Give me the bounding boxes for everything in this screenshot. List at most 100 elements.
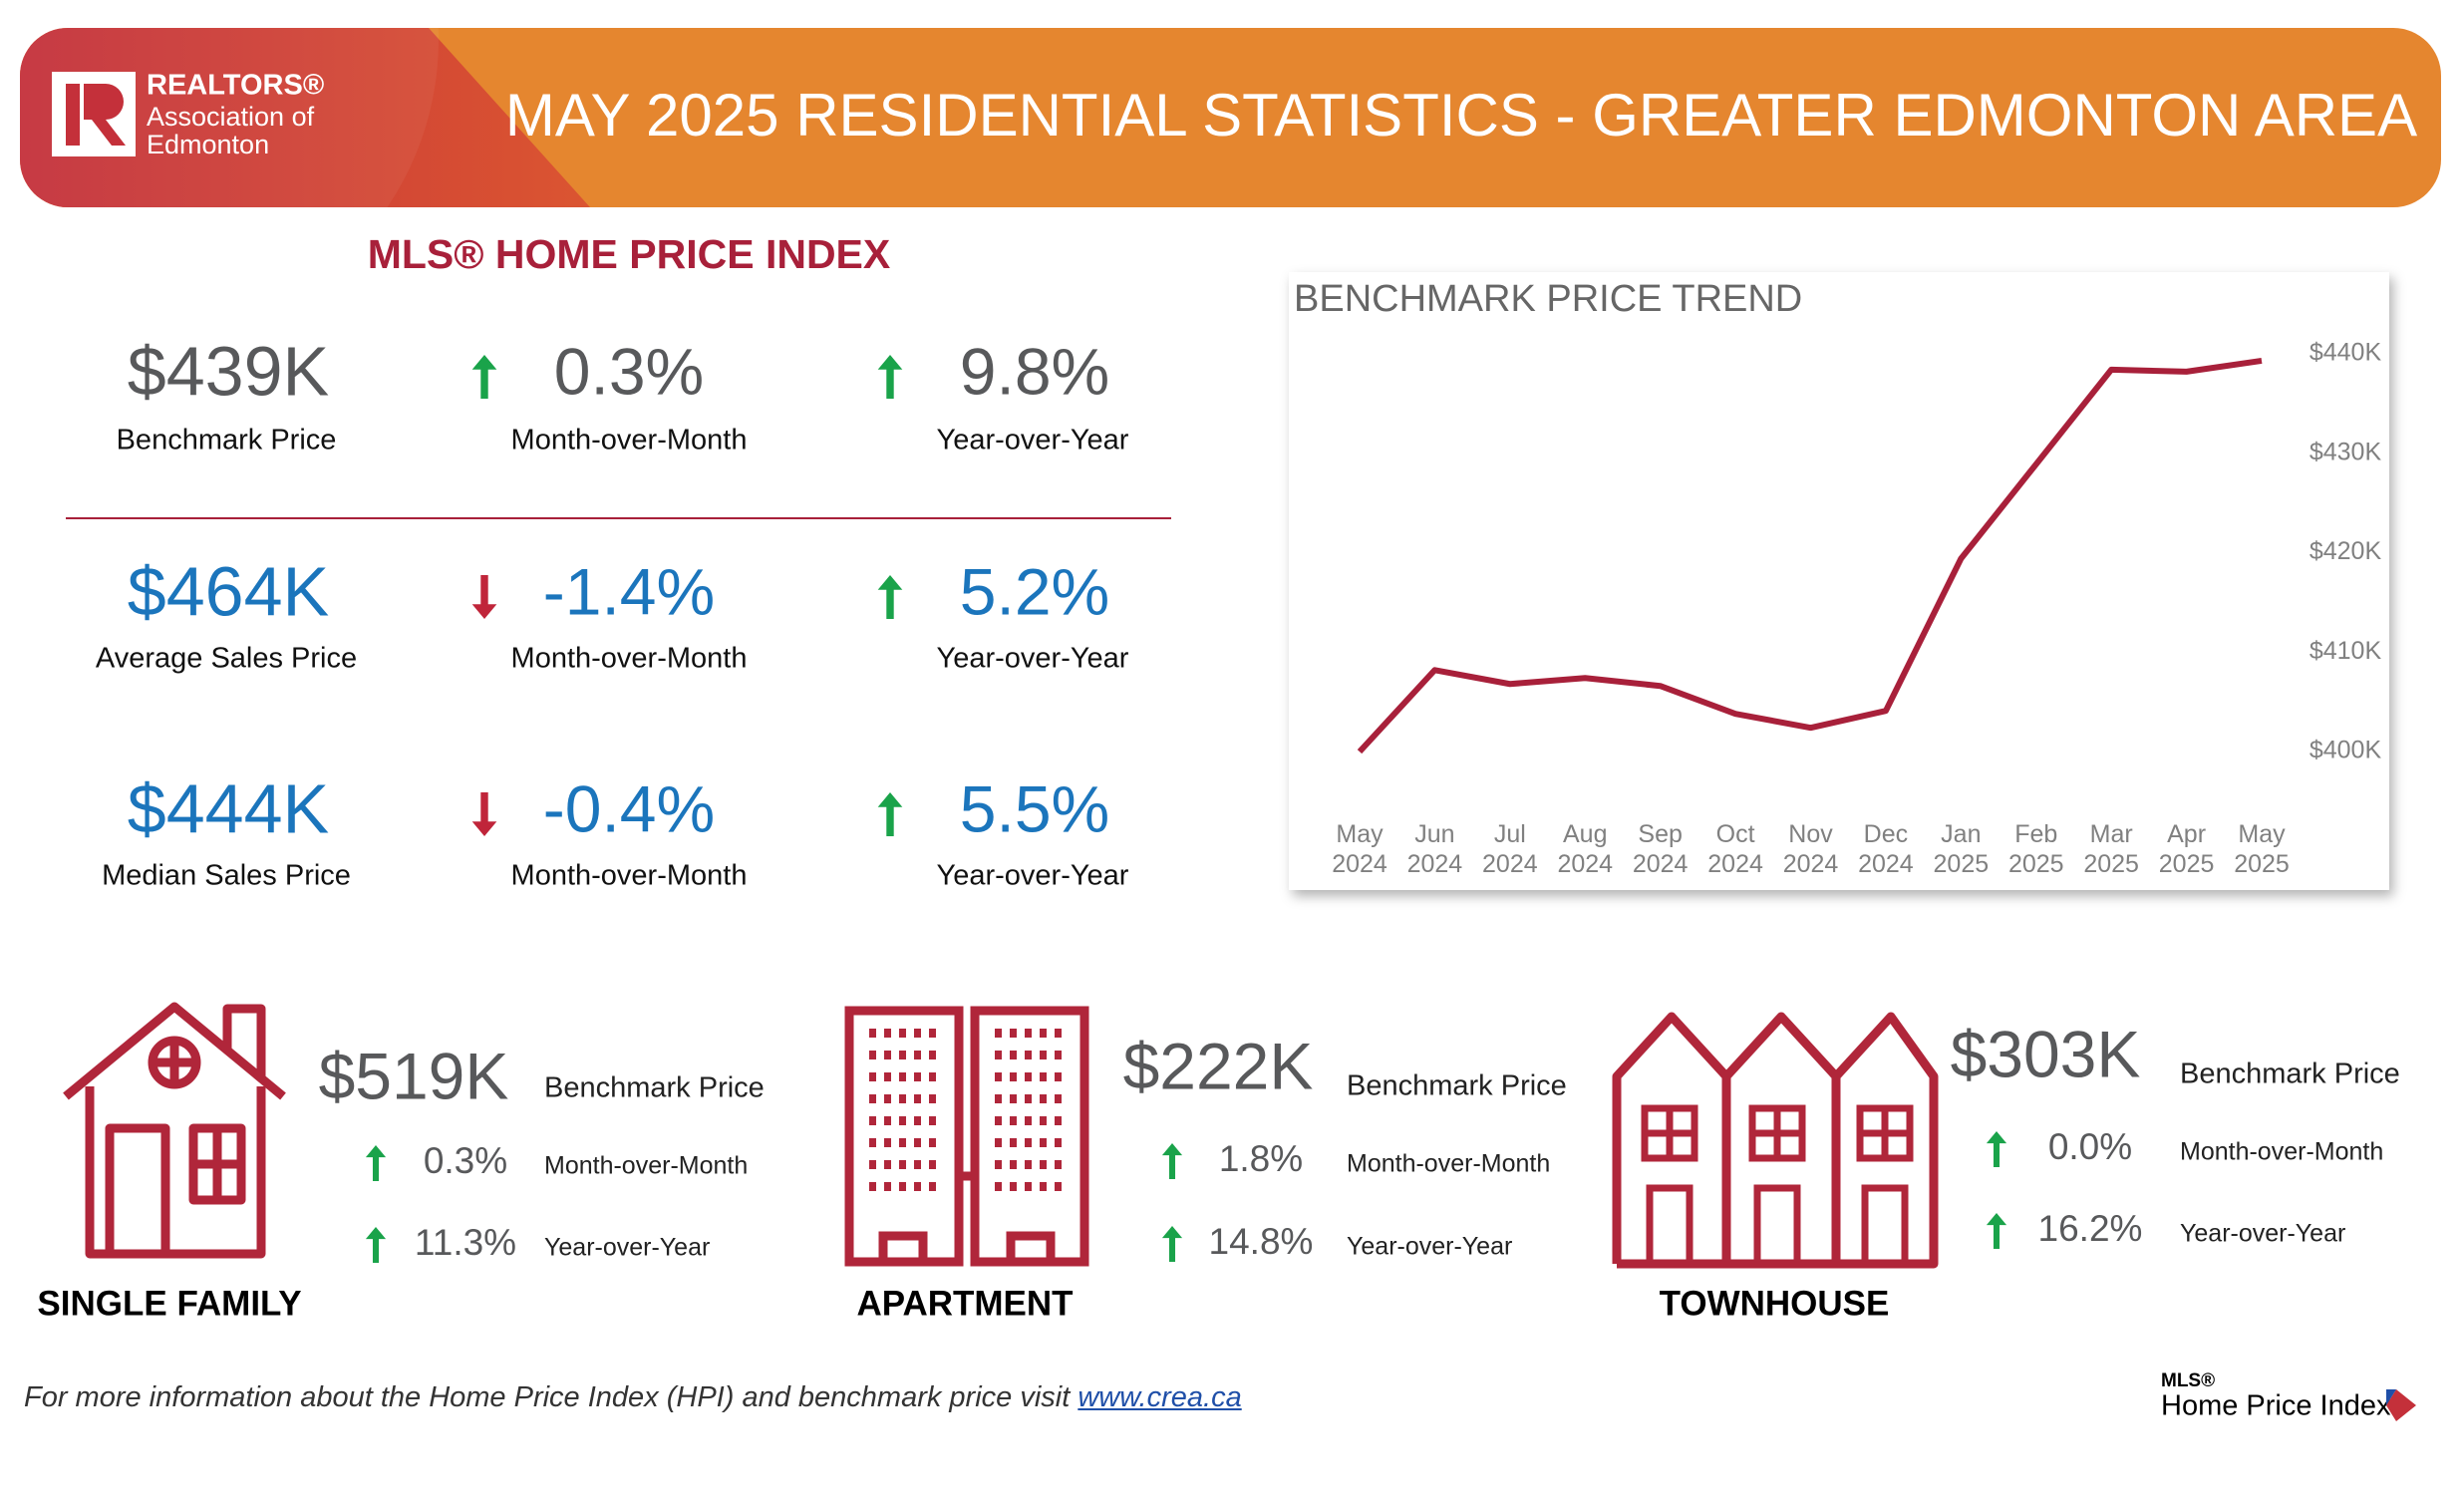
- window-dot: [884, 1182, 891, 1191]
- window-dot: [914, 1182, 921, 1191]
- x-tick-label: Sep 2024: [1632, 820, 1689, 878]
- window-dot: [929, 1138, 936, 1147]
- window-dot: [1040, 1160, 1047, 1169]
- window-dot: [869, 1182, 876, 1191]
- window-dot: [995, 1029, 1002, 1038]
- org-name: Edmonton: [147, 130, 269, 159]
- type-change: 0.0%: [2048, 1126, 2132, 1167]
- window-dot: [995, 1072, 1002, 1081]
- stat-change: 9.8%: [960, 334, 1109, 408]
- chart-card: [1289, 272, 2389, 890]
- up-arrow: [877, 792, 903, 836]
- x-tick-label: Nov 2024: [1782, 820, 1839, 878]
- type-label: Benchmark Price: [544, 1072, 765, 1104]
- up-arrow: [1986, 1213, 2007, 1249]
- door: [1861, 1184, 1909, 1268]
- window-dot: [1040, 1182, 1047, 1191]
- townhouse-windows: [1641, 1104, 1914, 1268]
- window-dot: [929, 1160, 936, 1169]
- window-dot: [995, 1182, 1002, 1191]
- stat-change: 0.3%: [554, 334, 704, 408]
- down-arrow: [471, 792, 497, 836]
- window-dot: [1040, 1116, 1047, 1125]
- y-tick-label: $430K: [2310, 438, 2382, 465]
- stat-label: Month-over-Month: [511, 425, 748, 456]
- header-bar: [20, 28, 2441, 207]
- door: [1646, 1184, 1694, 1268]
- apartment-windows: [869, 1029, 1062, 1191]
- window-dot: [914, 1138, 921, 1147]
- x-tick-label: Aug 2024: [1557, 820, 1614, 878]
- footer-logo-mark: [2386, 1389, 2396, 1405]
- stat-change: -0.4%: [543, 771, 715, 845]
- window-dot: [884, 1029, 891, 1038]
- window-dot: [869, 1094, 876, 1103]
- page-title: MAY 2025 RESIDENTIAL STATISTICS - GREATE…: [505, 82, 2417, 149]
- window-dot: [899, 1182, 906, 1191]
- window-dot: [1055, 1029, 1062, 1038]
- type-name: SINGLE FAMILY: [37, 1284, 301, 1323]
- stat-label: Average Sales Price: [96, 643, 357, 675]
- window-dot: [1025, 1138, 1032, 1147]
- window-dot: [1010, 1072, 1017, 1081]
- window-dot: [914, 1160, 921, 1169]
- stat-value: $444K: [128, 769, 329, 847]
- window-dot: [899, 1094, 906, 1103]
- up-arrow: [1161, 1226, 1183, 1262]
- footer-text: For more information about the Home Pric…: [24, 1381, 1078, 1413]
- window-dot: [1010, 1094, 1017, 1103]
- type-change: 11.3%: [415, 1222, 516, 1263]
- window-dot: [914, 1094, 921, 1103]
- window-dot: [929, 1029, 936, 1038]
- window-dot: [899, 1072, 906, 1081]
- stat-label: Month-over-Month: [511, 643, 748, 675]
- footer-logo: MLS®: [2161, 1370, 2215, 1391]
- window-dot: [884, 1094, 891, 1103]
- window-dot: [869, 1051, 876, 1059]
- type-name: TOWNHOUSE: [1660, 1284, 1890, 1323]
- window-dot: [929, 1072, 936, 1081]
- section-heading: MLS® HOME PRICE INDEX: [368, 231, 891, 277]
- y-tick-label: $410K: [2310, 637, 2382, 665]
- window-dot: [1010, 1029, 1017, 1038]
- window-dot: [1055, 1094, 1062, 1103]
- window-dot: [1055, 1072, 1062, 1081]
- townhouse-icon: [1612, 1012, 1939, 1269]
- window-dot: [884, 1051, 891, 1059]
- footer-link[interactable]: www.crea.ca: [1078, 1381, 1242, 1413]
- window-dot: [914, 1072, 921, 1081]
- window-dot: [869, 1138, 876, 1147]
- apartment-icon: [844, 1006, 1089, 1267]
- window-dot: [1025, 1094, 1032, 1103]
- window-dot: [995, 1116, 1002, 1125]
- window-dot: [1010, 1182, 1017, 1191]
- window-dot: [1055, 1051, 1062, 1059]
- stat-value: $464K: [128, 552, 329, 630]
- type-label: Month-over-Month: [1347, 1150, 1550, 1178]
- type-change: 1.8%: [1219, 1138, 1303, 1179]
- window-dot: [1025, 1116, 1032, 1125]
- window-dot: [1010, 1138, 1017, 1147]
- type-change: 16.2%: [2038, 1208, 2143, 1249]
- x-tick-label: Oct 2024: [1707, 820, 1763, 878]
- window-dot: [1055, 1138, 1062, 1147]
- window-dot: [899, 1160, 906, 1169]
- y-tick-label: $420K: [2310, 537, 2382, 565]
- up-arrow: [471, 355, 497, 399]
- x-tick-label: Jan 2025: [1933, 820, 1990, 878]
- door: [1753, 1184, 1801, 1268]
- window-dot: [995, 1160, 1002, 1169]
- window-dot: [1055, 1160, 1062, 1169]
- type-label: Year-over-Year: [544, 1234, 710, 1262]
- window-dot: [914, 1116, 921, 1125]
- x-tick-label: Jun 2024: [1406, 820, 1463, 878]
- stat-change: 5.2%: [960, 554, 1109, 628]
- single-family-icon: [63, 1002, 286, 1259]
- x-tick-label: Jul 2024: [1482, 820, 1538, 878]
- window-dot: [995, 1094, 1002, 1103]
- window-dot: [869, 1160, 876, 1169]
- footer-logo: Home Price Index: [2161, 1390, 2391, 1422]
- window-dot: [1040, 1094, 1047, 1103]
